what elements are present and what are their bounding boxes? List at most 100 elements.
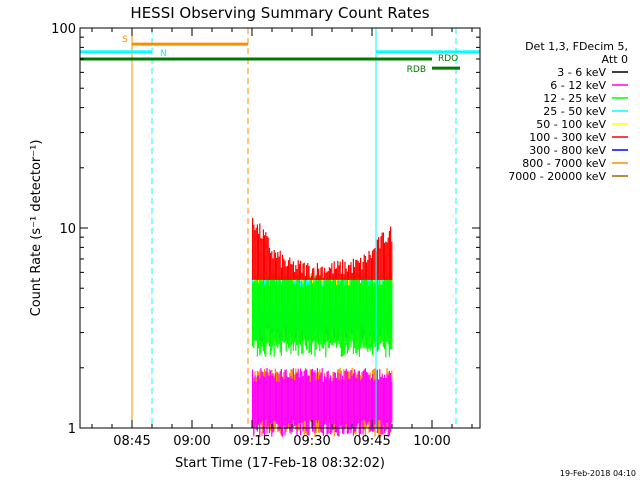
series-bar [364,255,366,280]
series-bar [316,368,318,423]
series-bar [314,278,316,280]
legend-entry-label: 800 - 7000 keV [522,157,606,170]
series-bar [292,283,294,351]
series-bar [333,372,335,425]
series-bar [318,379,320,421]
series-bar [280,368,282,435]
series-bar [384,242,386,280]
series-bar [277,284,279,349]
series-bar [265,282,267,357]
series-bar [313,267,315,280]
series-bar [370,275,372,348]
series-bar [264,284,266,355]
footer-date: 19-Feb-2018 04:10 [560,469,636,478]
series-bar [256,224,258,280]
series-bar [380,236,382,280]
series-bar [374,248,376,280]
series-bar [304,276,306,280]
series-bar [355,259,357,280]
series-bar [253,281,255,349]
flag-label: S [122,35,128,45]
series-bar [254,280,256,341]
series-bar [308,375,310,436]
series-bar [259,278,261,356]
series-bar [290,375,292,434]
series-bar [319,276,321,352]
series-bar [280,267,282,280]
series-bar [267,237,269,280]
series-bar [322,285,324,349]
series-bar [356,378,358,427]
series-bar [304,369,306,422]
series-bar [261,238,263,280]
series-bar [343,380,345,435]
series-bar [339,281,341,348]
series-bar [385,278,387,358]
series-bar [315,274,317,350]
series-bar [380,376,382,434]
series-bar [271,251,273,280]
series-bar [363,369,365,421]
series-bar [322,277,324,280]
series-bar [325,377,327,425]
series-bar [283,258,285,280]
series-bar [339,261,341,280]
series-bar [364,272,366,346]
series-100-300-kevkev [252,217,393,280]
series-bar [368,286,370,349]
series-bar [288,260,290,280]
series-bar [292,368,294,420]
series-bar [280,285,282,356]
legend-entry-label: 6 - 12 keV [550,79,606,92]
series-bar [325,272,327,280]
series-bar [302,286,304,354]
series-bar [391,272,393,350]
legend-entry-label: 7000 - 20000 keV [508,170,606,183]
series-bar [349,265,351,280]
series-bar [368,374,370,422]
series-bar [387,237,389,280]
series-bar [345,268,347,280]
series-bar [343,279,345,356]
series-bar [267,375,269,427]
series-bar [262,229,264,280]
series-bar [310,276,312,280]
series-bar [326,272,328,342]
x-axis-label: Start Time (17-Feb-18 08:32:02) [175,456,385,471]
series-bar [349,285,351,342]
series-bar [324,376,326,425]
series-bar [316,263,318,280]
series-bar [255,227,257,280]
series-bar [253,224,255,280]
legend-entry-label: 300 - 800 keV [529,144,606,157]
series-bar [387,375,389,437]
series-bar [270,274,272,355]
series-bar [295,283,297,351]
series-bar [386,373,388,423]
series-bar [264,376,266,437]
series-bar [326,271,328,280]
x-tick-label: 09:15 [233,434,270,449]
flag-label: RDB [407,65,426,75]
series-bar [334,276,336,343]
x-tick-label: 09:45 [353,434,390,449]
series-bar [348,264,350,280]
series-bar [286,377,288,429]
series-bar [273,378,275,421]
series-bar [266,273,268,345]
series-bar [309,381,311,421]
series-bar [354,275,356,349]
series-bar [306,286,308,350]
series-bar [358,370,360,437]
series-bar [379,248,381,280]
series-bar [276,274,278,347]
series-bar [370,258,372,280]
series-bar [313,280,315,341]
series-bar [283,378,285,426]
series-bar [320,372,322,433]
series-bar [254,230,256,280]
series-bar [309,277,311,280]
series-bar [316,281,318,342]
series-bar [386,280,388,342]
